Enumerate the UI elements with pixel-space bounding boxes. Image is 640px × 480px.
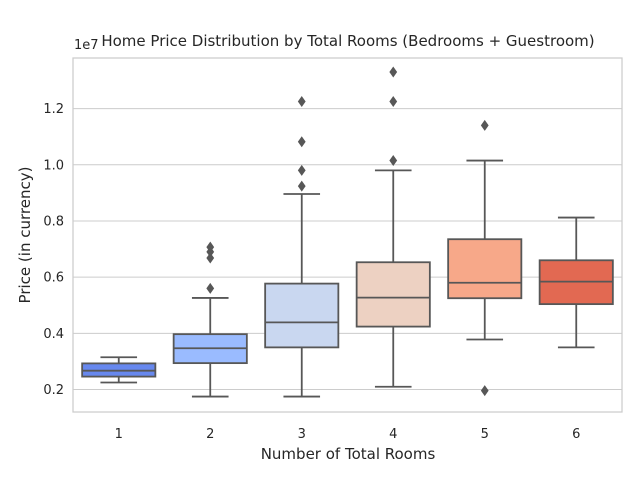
- x-tick-label: 5: [481, 427, 489, 442]
- outlier-point: [206, 252, 215, 264]
- outlier-point: [297, 164, 306, 176]
- plot-frame-rect: [72, 57, 623, 413]
- outlier-point: [480, 119, 489, 131]
- y-tick-label: 1.2: [43, 102, 64, 117]
- y-tick-label: 1.0: [43, 158, 64, 173]
- y-axis-label: Price (in currency): [16, 167, 34, 304]
- outlier-point: [297, 180, 306, 192]
- x-tick-label: 4: [389, 427, 397, 442]
- outlier-point: [206, 241, 215, 253]
- outlier-point: [389, 96, 398, 108]
- box-group-6: [538, 216, 614, 349]
- box-group-1: [81, 356, 157, 384]
- box-iqr: [264, 282, 340, 349]
- x-tick-label: 2: [206, 427, 214, 442]
- outlier-point: [297, 96, 306, 108]
- outlier-point: [297, 136, 306, 148]
- box-group-4: [355, 66, 431, 388]
- box-group-3: [264, 96, 340, 398]
- box-group-5: [447, 119, 523, 397]
- grid-layer: [73, 108, 622, 391]
- boxes-layer: [81, 66, 614, 398]
- x-axis-label: Number of Total Rooms: [261, 445, 436, 463]
- outlier-point: [480, 385, 489, 397]
- plot-frame: [72, 57, 623, 413]
- y-tick-label: 0.2: [43, 383, 64, 398]
- x-tick-label: 3: [298, 427, 306, 442]
- y-tick-label: 0.8: [43, 214, 64, 229]
- y-tick-label: 0.6: [43, 271, 64, 286]
- outlier-point: [389, 66, 398, 78]
- box-iqr: [355, 261, 431, 328]
- box-group-2: [172, 241, 248, 398]
- chart-title: Home Price Distribution by Total Rooms (…: [101, 32, 594, 50]
- x-tick-label: 6: [572, 427, 580, 442]
- outlier-point: [206, 282, 215, 294]
- outlier-point: [389, 155, 398, 167]
- x-tick-label: 1: [115, 427, 123, 442]
- tick-labels-layer: 0.2 0.4 0.6 0.8 1.0 1.2 1 2 3 4 5 6: [43, 102, 580, 442]
- y-tick-label: 0.4: [43, 327, 64, 342]
- box-iqr: [447, 238, 523, 300]
- y-offset-label: 1e7: [74, 38, 99, 53]
